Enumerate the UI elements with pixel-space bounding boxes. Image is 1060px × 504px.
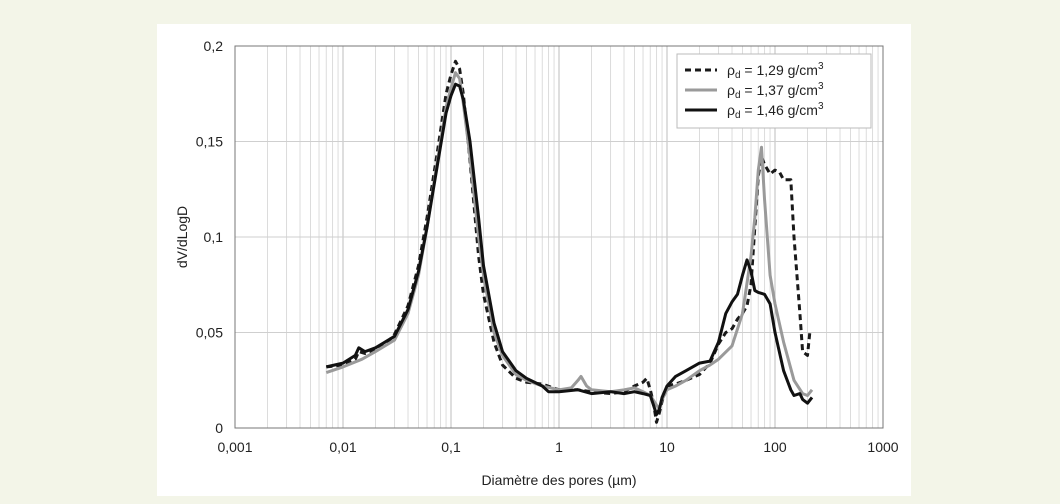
x-tick-label: 0,01 (329, 439, 356, 455)
x-tick-label: 100 (763, 439, 787, 455)
legend-label-1: ρd = 1,29 g/cm3 (727, 61, 824, 81)
pore-size-distribution-chart: 0,001 0,01 0,1 1 10 100 1000 0 0,05 0,1 0,15 0,2 Di… (174, 38, 899, 488)
y-tick-label: 0,05 (196, 325, 223, 341)
x-tick-label: 1 (555, 439, 563, 455)
x-tick-label: 1000 (867, 439, 898, 455)
y-tick-label: 0 (215, 420, 223, 436)
x-tick-label: 10 (659, 439, 675, 455)
y-axis-label: dV/dLogD (174, 206, 190, 268)
chart-figure: 0,001 0,01 0,1 1 10 100 1000 0 0,05 0,1 0,15 0,2 Di… (157, 24, 911, 496)
legend-label-2: ρd = 1,37 g/cm3 (727, 81, 824, 101)
series-line-2 (325, 71, 814, 411)
y-tick-label: 0,2 (204, 38, 224, 54)
x-tick-label: 0,001 (217, 439, 252, 455)
x-tick-label: 0,1 (441, 439, 461, 455)
y-tick-label: 0,15 (196, 134, 223, 150)
x-axis-label: Diamètre des pores (µm) (481, 472, 636, 488)
series-line-3 (325, 82, 814, 417)
legend-label-3: ρd = 1,46 g/cm3 (727, 101, 824, 121)
y-tick-label: 0,1 (204, 229, 224, 245)
plot-area-frame (234, 45, 884, 429)
